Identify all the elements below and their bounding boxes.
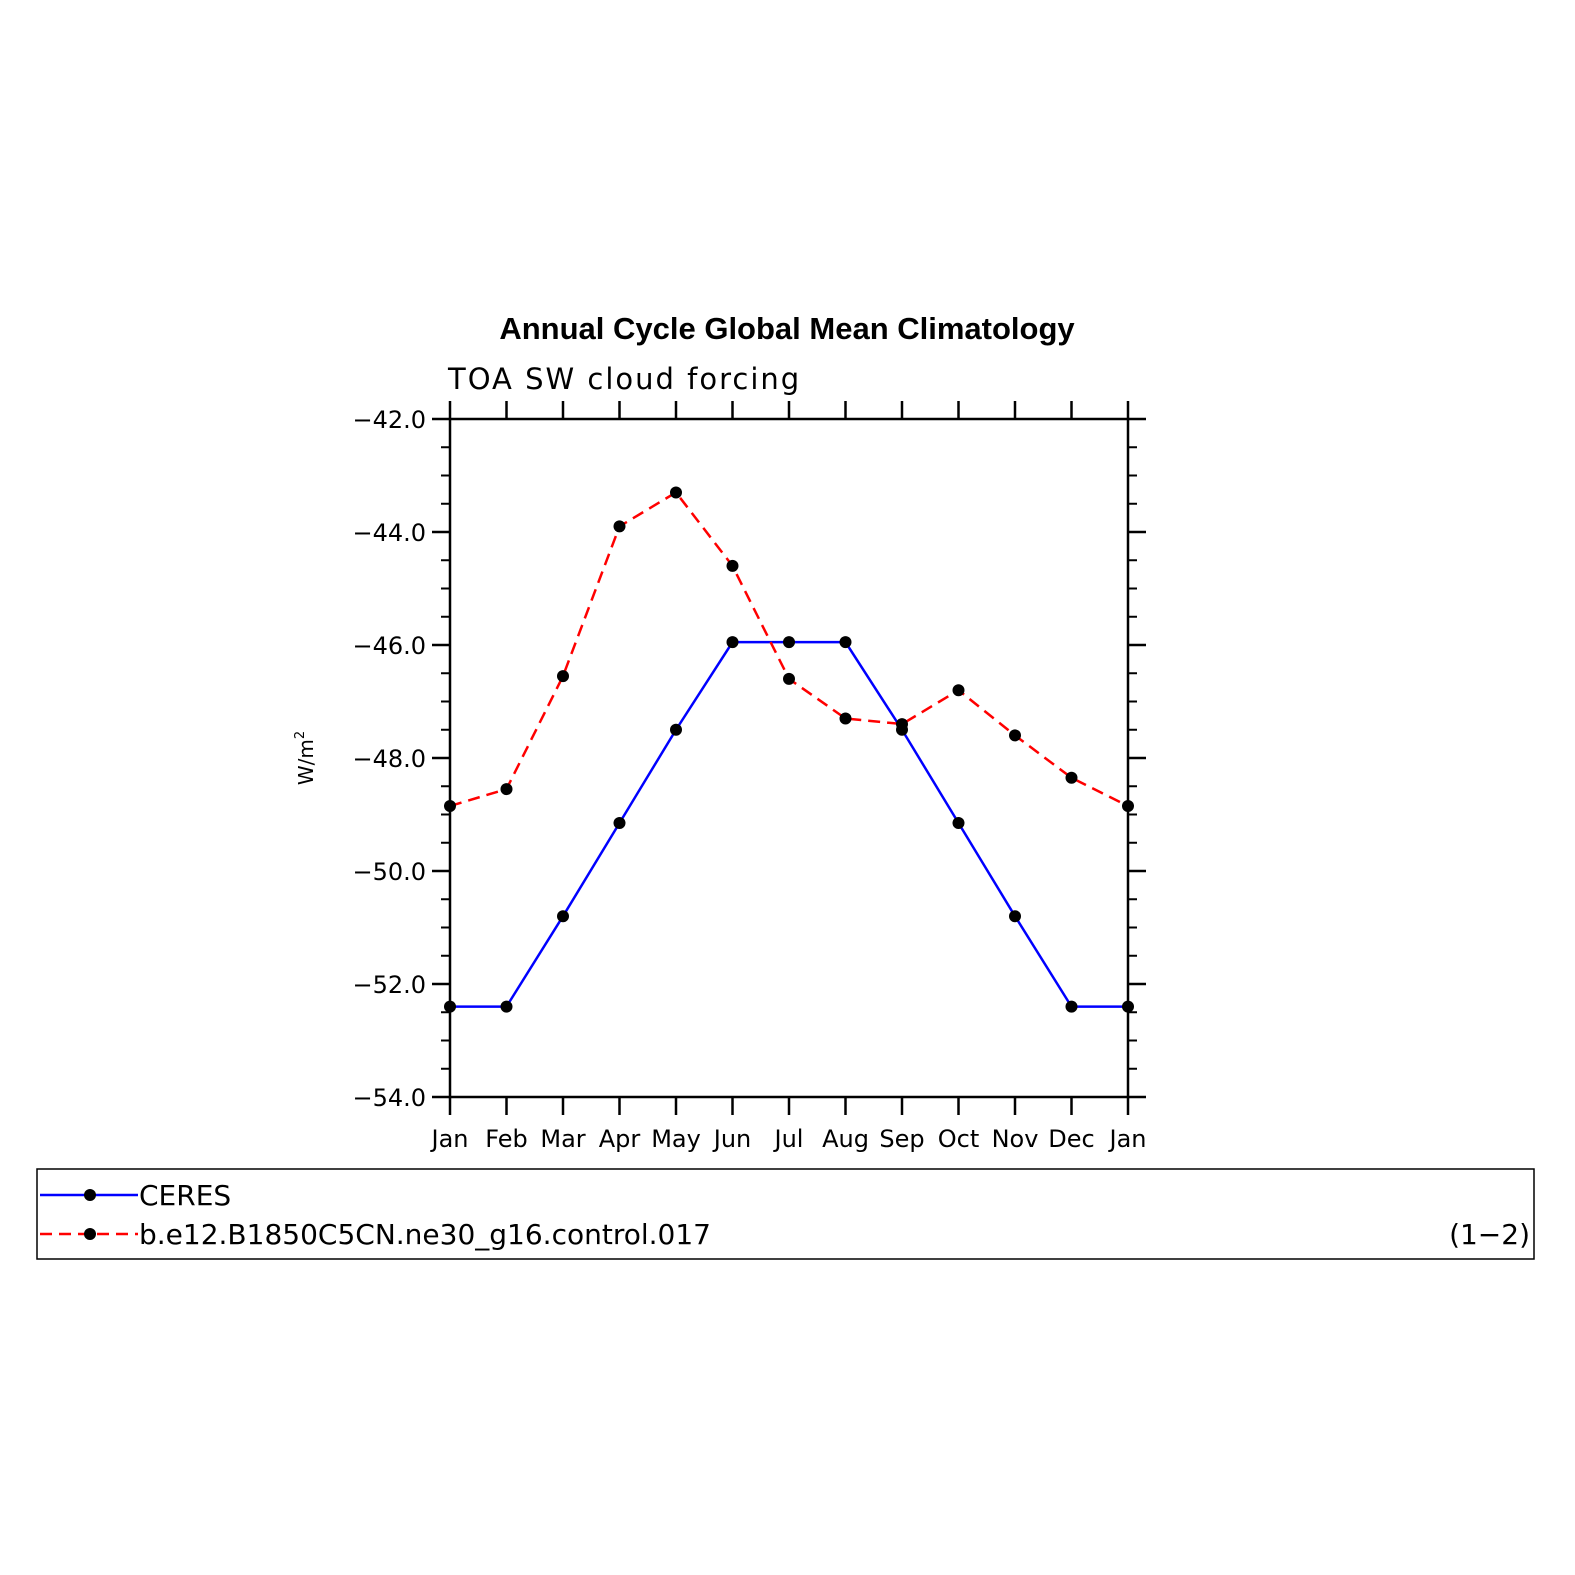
data-point-s1-2 xyxy=(557,670,569,683)
legend-label-ceres: CERES xyxy=(139,1179,231,1212)
x-tick-label: Dec xyxy=(1048,1125,1094,1153)
data-point-s1-10 xyxy=(1009,729,1021,742)
data-point-s1-12 xyxy=(1122,800,1134,813)
data-point-s0-11 xyxy=(1065,1000,1078,1013)
x-tick-label: Oct xyxy=(938,1125,980,1153)
plot-frame xyxy=(448,417,1130,1099)
y-tick-label: −44.0 xyxy=(352,519,426,547)
series-line-1 xyxy=(449,490,1129,808)
x-tick-label: Nov xyxy=(992,1125,1039,1153)
data-point-s1-8 xyxy=(896,718,908,731)
x-tick-label: Mar xyxy=(540,1125,585,1153)
legend-label-model: b.e12.B1850C5CN.ne30_g16.control.017 xyxy=(139,1218,711,1251)
x-tick-label: Jan xyxy=(430,1125,469,1153)
y-tick-label: −50.0 xyxy=(352,858,426,886)
data-point-s0-3 xyxy=(613,816,626,829)
data-point-s1-5 xyxy=(726,559,739,572)
data-point-s0-9 xyxy=(952,816,965,829)
data-point-s1-11 xyxy=(1065,771,1078,784)
legend-note: (1−2) xyxy=(1449,1218,1530,1251)
data-point-s0-1 xyxy=(500,1000,513,1013)
chart-subtitle: TOA SW cloud forcing xyxy=(447,362,801,396)
x-tick-label: Jan xyxy=(1108,1125,1147,1153)
x-tick-label: Jun xyxy=(712,1125,752,1153)
data-point-s1-6 xyxy=(783,672,795,685)
y-tick-label: −42.0 xyxy=(352,406,426,434)
legend-marker-ceres xyxy=(84,1189,96,1201)
y-tick-label: −52.0 xyxy=(352,971,426,999)
svg-text:W/m2: W/m2 xyxy=(293,731,318,785)
x-tick-label: Apr xyxy=(599,1125,641,1153)
legend: CERES b.e12.B1850C5CN.ne30_g16.control.0… xyxy=(36,1168,1535,1260)
chart-title: Annual Cycle Global Mean Climatology xyxy=(499,311,1075,346)
data-point-s0-7 xyxy=(839,636,852,649)
data-point-s0-6 xyxy=(783,636,795,649)
x-tick-label: Aug xyxy=(822,1125,869,1153)
y-axis-label-text: W/m xyxy=(294,739,318,785)
data-point-s0-2 xyxy=(557,910,569,923)
y-tick-label: −48.0 xyxy=(352,745,426,773)
data-point-s0-5 xyxy=(726,636,739,649)
y-tick-label: −46.0 xyxy=(352,632,426,660)
data-point-s0-10 xyxy=(1009,910,1021,923)
legend-box xyxy=(36,1168,1535,1260)
data-point-s1-4 xyxy=(670,486,682,499)
y-tick-label: −54.0 xyxy=(352,1084,426,1112)
data-point-s1-3 xyxy=(613,520,626,533)
y-axis-label: W/m2 xyxy=(293,731,318,785)
series-layer xyxy=(444,486,1134,1013)
data-point-s1-1 xyxy=(500,783,513,796)
data-point-s1-0 xyxy=(444,800,456,813)
legend-marker-model xyxy=(84,1228,96,1240)
data-point-s1-9 xyxy=(952,684,965,697)
x-tick-label: Feb xyxy=(485,1125,528,1153)
x-tick-label: Sep xyxy=(879,1125,924,1153)
x-tick-label: Jul xyxy=(773,1125,804,1153)
data-point-s0-0 xyxy=(444,1000,456,1013)
x-tick-label: May xyxy=(651,1125,701,1153)
data-point-s1-7 xyxy=(839,712,852,725)
data-point-s0-12 xyxy=(1122,1000,1134,1013)
data-point-s0-4 xyxy=(670,723,682,736)
y-axis-label-superscript: 2 xyxy=(293,731,308,739)
